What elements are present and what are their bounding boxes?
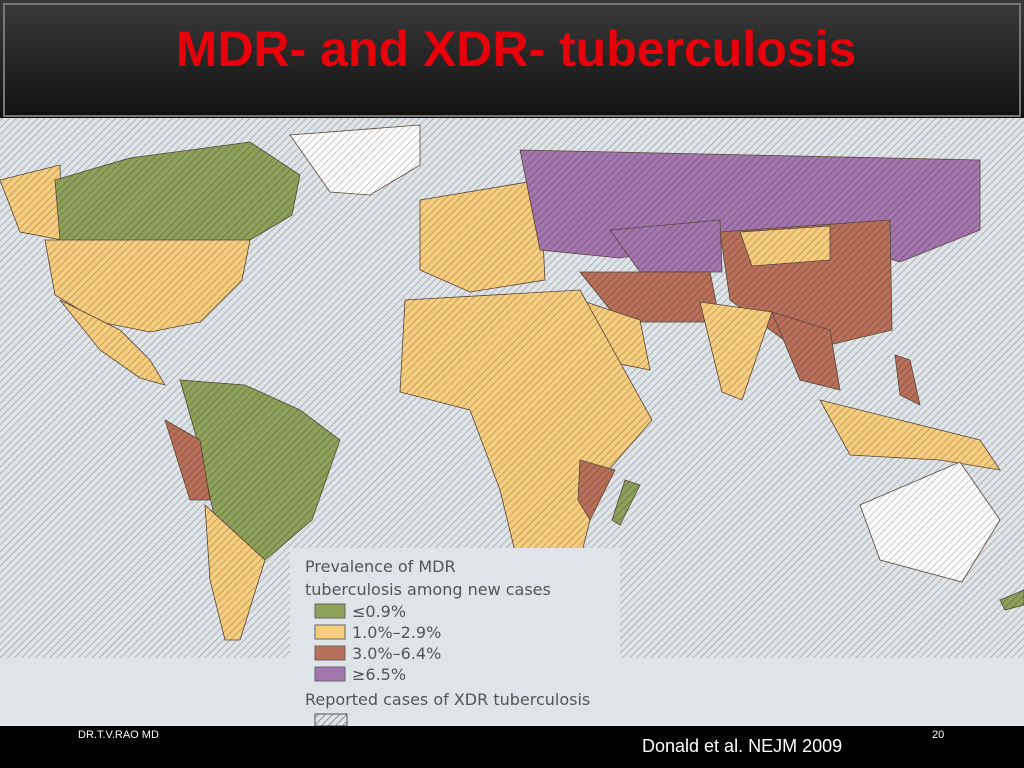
header-border [3, 3, 1021, 117]
legend-label: ≥6.5% [352, 665, 406, 684]
citation: Donald et al. NEJM 2009 [642, 736, 842, 756]
legend-title: Prevalence of MDR [305, 557, 456, 576]
legend-label: 1.0%–2.9% [352, 623, 441, 642]
footer-bar [0, 726, 1024, 768]
legend-swatch [314, 603, 346, 619]
xdr-label: Reported cases of XDR tuberculosis [305, 690, 590, 709]
legend-swatch [314, 645, 346, 661]
slide-title: MDR- and XDR- tuberculosis [176, 21, 857, 77]
europe [419, 179, 546, 293]
mongolia [739, 225, 831, 267]
legend-label: ≤0.9% [352, 602, 406, 621]
legend-label: 3.0%–6.4% [352, 644, 441, 663]
legend-swatch [314, 666, 346, 682]
legend-title: tuberculosis among new cases [305, 580, 551, 599]
page-number: 20 [932, 729, 944, 741]
legend-items: ≤0.9% 1.0%–2.9% 3.0%–6.4% ≥6.5% [314, 602, 441, 684]
header-bar [0, 0, 1024, 118]
footer-author: DR.T.V.RAO MD [78, 729, 159, 741]
xdr-swatch [314, 713, 348, 727]
legend-swatch [314, 624, 346, 640]
